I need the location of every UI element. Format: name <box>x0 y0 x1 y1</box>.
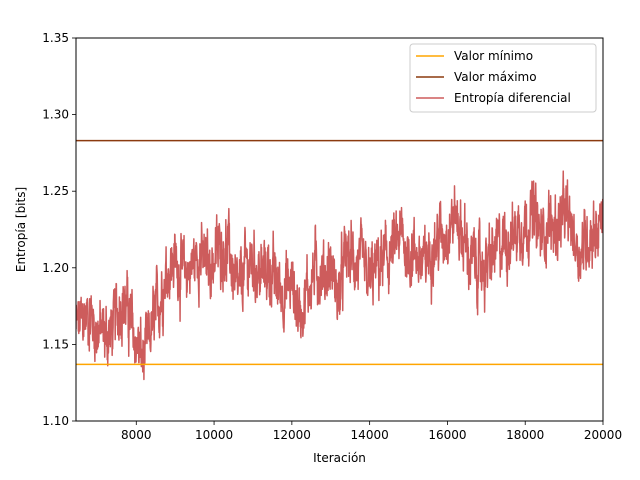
x-tick-label: 8000 <box>121 428 152 442</box>
y-axis-label: Entropía [bits] <box>14 187 28 272</box>
axis-ticks: 8000 10000 12000 14000 16000 18000 20000 1.10 1.… <box>42 31 622 442</box>
y-tick-label: 1.15 <box>42 337 69 351</box>
x-tick-label: 10000 <box>195 428 233 442</box>
series-layer <box>76 139 603 381</box>
y-tick-label: 1.30 <box>42 108 69 122</box>
y-tick-label: 1.25 <box>42 184 69 198</box>
y-tick-label: 1.35 <box>42 31 69 45</box>
legend-box <box>409 43 597 113</box>
legend: Valor mínimo Valor máximo Entropía difer… <box>409 43 597 113</box>
series-line-entropia-diferencial <box>76 170 603 381</box>
y-tick-label: 1.20 <box>42 261 69 275</box>
x-tick-label: 16000 <box>428 428 466 442</box>
legend-entry-valor-minimo: Valor mínimo <box>454 49 533 63</box>
x-tick-label: 14000 <box>351 428 389 442</box>
x-axis-label: Iteración <box>313 451 366 465</box>
plot-frame <box>75 37 604 422</box>
legend-entry-valor-maximo: Valor máximo <box>454 70 537 84</box>
x-tick-label: 12000 <box>273 428 311 442</box>
y-tick-label: 1.10 <box>42 414 69 428</box>
x-tick-label: 18000 <box>506 428 544 442</box>
x-tick-label: 20000 <box>584 428 622 442</box>
legend-entry-entropia-diferencial: Entropía diferencial <box>454 91 571 105</box>
